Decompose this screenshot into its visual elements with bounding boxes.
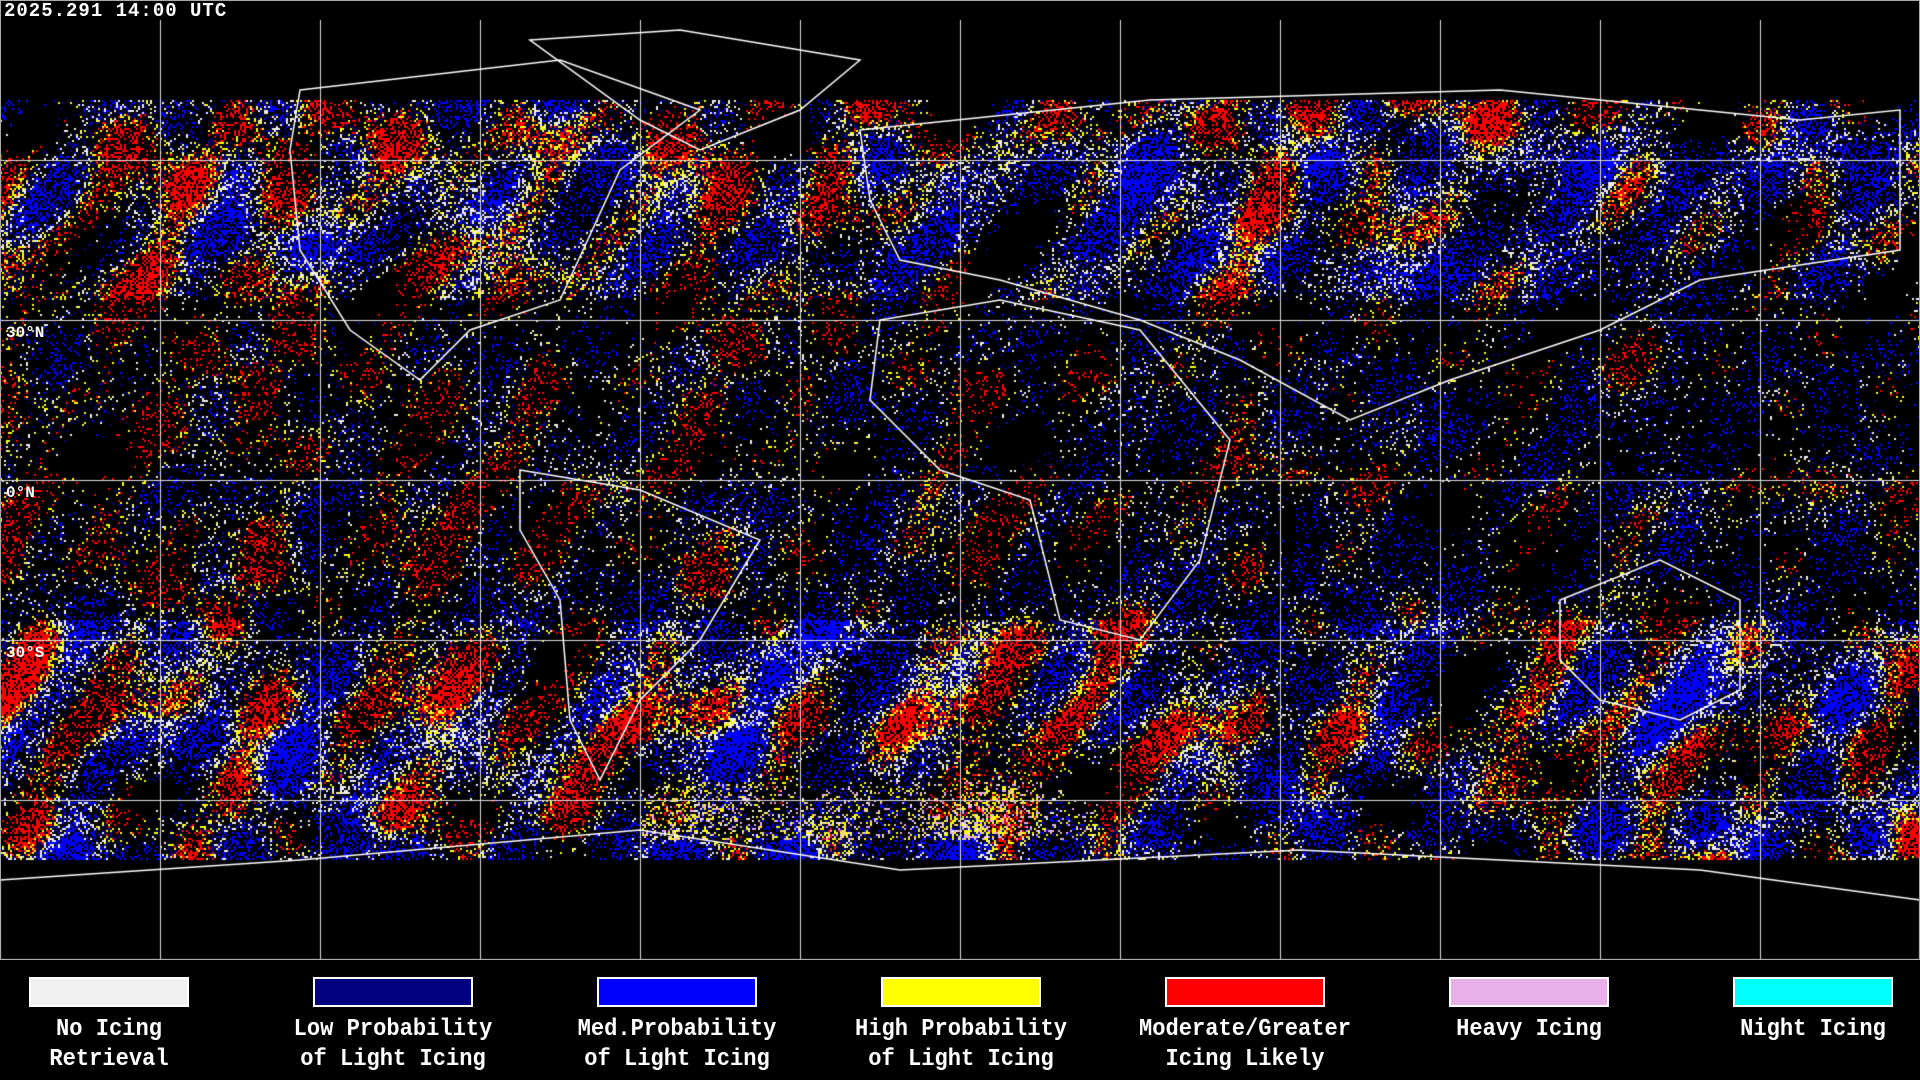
legend-item: Med.Probability of Light Icing — [535, 977, 819, 1075]
lat-label-30s: 30°S — [6, 644, 45, 662]
icing-map — [0, 0, 1920, 960]
legend-label: No Icing Retrieval — [49, 1016, 169, 1073]
legend-swatch — [1733, 977, 1893, 1007]
legend-swatch — [1449, 977, 1609, 1007]
legend-label: Heavy Icing — [1456, 1016, 1602, 1043]
legend-label: Moderate/Greater Icing Likely — [1138, 1016, 1352, 1073]
legend-swatch — [597, 977, 757, 1007]
legend-item: No Icing Retrieval — [0, 977, 251, 1075]
legend: No Icing Retrieval Low Probability of Lig… — [0, 960, 1920, 1080]
timestamp: 2025.291 14:00 UTC — [4, 0, 228, 22]
legend-item: Low Probability of Light Icing — [251, 977, 535, 1075]
legend-item: Moderate/Greater Icing Likely — [1103, 977, 1387, 1075]
legend-swatch — [1165, 977, 1325, 1007]
legend-item: High Probability of Light Icing — [819, 977, 1103, 1075]
legend-swatch — [313, 977, 473, 1007]
legend-swatch — [881, 977, 1041, 1007]
legend-swatch — [29, 977, 189, 1007]
lat-label-0n: 0°N — [6, 484, 35, 502]
legend-label: Night Icing — [1740, 1016, 1886, 1043]
legend-item: Night Icing — [1671, 977, 1920, 1045]
legend-item: Heavy Icing — [1387, 977, 1671, 1045]
legend-label: Low Probability of Light Icing — [293, 1016, 493, 1073]
legend-label: High Probability of Light Icing — [854, 1016, 1068, 1073]
lat-label-30n: 30°N — [6, 324, 45, 342]
legend-label: Med.Probability of Light Icing — [577, 1016, 777, 1073]
